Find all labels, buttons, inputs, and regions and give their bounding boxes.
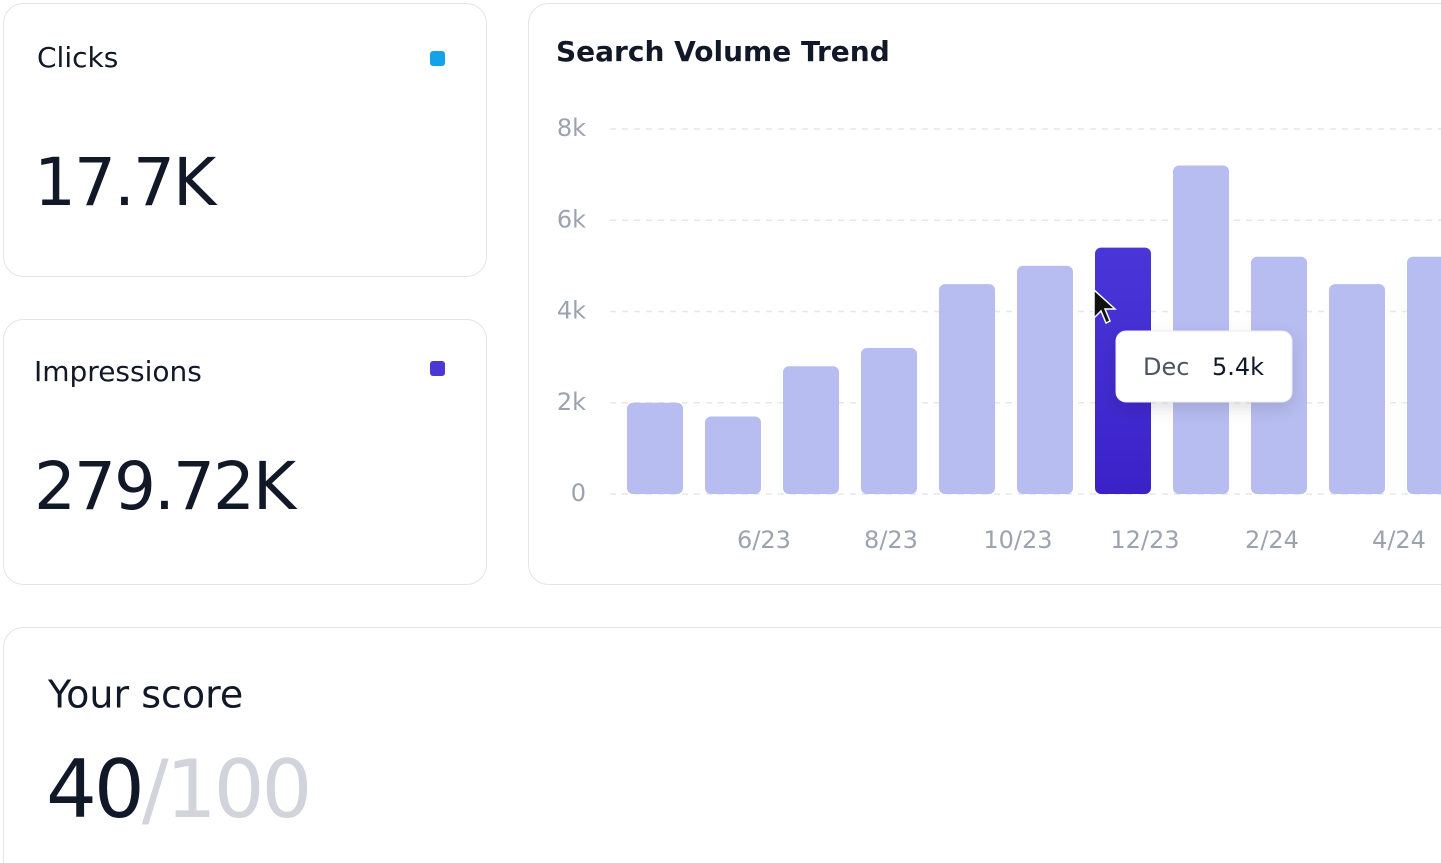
card-swatch — [430, 51, 445, 66]
score-text: 40/100 — [46, 743, 309, 836]
tooltip — [1115, 330, 1293, 403]
impressions-card — [3, 319, 487, 585]
tooltip-value: 5.4k — [1212, 353, 1264, 381]
y-tick-label: 0 — [571, 479, 586, 507]
y-tick-label: 4k — [557, 297, 586, 325]
bar — [627, 402, 683, 494]
x-tick-label: 6/23 — [737, 526, 791, 554]
card-value: 17.7K — [34, 144, 218, 221]
tooltip-label: Dec — [1143, 353, 1189, 381]
x-tick-label: 2/24 — [1245, 526, 1299, 554]
y-tick-label: 6k — [557, 205, 586, 233]
x-tick-label: 8/23 — [864, 526, 918, 554]
bar — [939, 284, 995, 494]
score-max: /100 — [142, 743, 310, 836]
card-label: Impressions — [34, 355, 202, 388]
x-tick-label: 4/24 — [1372, 526, 1426, 554]
card-label: Clicks — [37, 41, 118, 74]
score-value: 40 — [46, 743, 142, 836]
bar — [783, 366, 839, 494]
y-tick-label: 2k — [557, 388, 586, 416]
x-tick-label: 10/23 — [983, 526, 1052, 554]
bar — [1173, 165, 1229, 494]
overlay: Dec 5.4k — [1093, 288, 1293, 403]
card-value: 279.72K — [34, 448, 298, 525]
bar — [1329, 284, 1385, 494]
cursor — [1093, 288, 1117, 325]
clicks-card — [3, 3, 487, 277]
bar — [1017, 265, 1073, 494]
score-card — [3, 627, 1441, 863]
y-tick-label: 8k — [557, 114, 586, 142]
bar — [1407, 256, 1441, 494]
score-label: Your score — [47, 673, 243, 717]
bar — [705, 416, 761, 494]
chart-title: Search Volume Trend — [556, 35, 890, 68]
x-tick-label: 12/23 — [1110, 526, 1179, 554]
bar — [861, 348, 917, 494]
card-swatch — [430, 361, 445, 376]
chart: 0 2k 4k 6k 8k 6/23 8/23 10/23 12/23 2/24 4/24 — [557, 114, 1441, 554]
